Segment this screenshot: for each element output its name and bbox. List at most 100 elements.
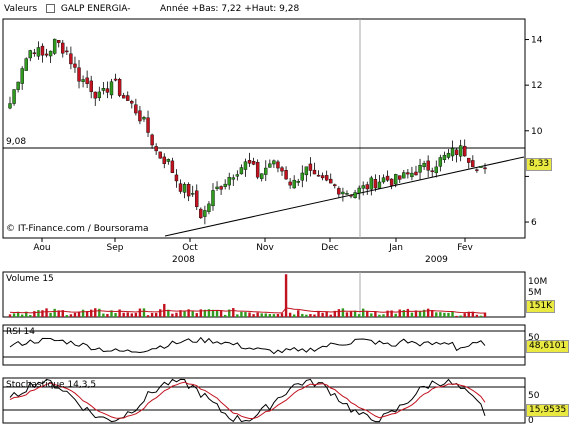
- volume-bar: [297, 310, 300, 317]
- candle-body: [36, 47, 41, 57]
- volume-bar: [321, 312, 324, 317]
- header-stats: Année +Bas: 7,22 +Haut: 9,28: [160, 4, 300, 14]
- volume-bar: [451, 311, 454, 317]
- candle-body: [227, 177, 231, 186]
- candle-body: [138, 110, 142, 122]
- rsi-panel-frame: [2, 324, 526, 366]
- candle-body: [142, 117, 146, 120]
- candle-body: [276, 161, 280, 169]
- volume-bar: [366, 311, 369, 317]
- candle-body: [44, 53, 49, 56]
- volume-bar: [114, 313, 117, 317]
- candle-body: [377, 181, 382, 189]
- volume-bar: [81, 309, 85, 317]
- volume-bar: [256, 312, 259, 317]
- volume-bar: [171, 313, 174, 317]
- candle-body: [463, 145, 467, 157]
- volume-bar: [154, 312, 158, 317]
- x-tick-label: Jan: [388, 243, 403, 253]
- volume-bar: [232, 308, 235, 317]
- candle-body: [40, 45, 45, 56]
- checkbox-icon[interactable]: [45, 4, 55, 13]
- candle-body: [349, 195, 353, 197]
- volume-bar: [248, 312, 251, 317]
- volume-bar: [236, 314, 239, 317]
- volume-bar: [422, 309, 426, 317]
- candle-body: [101, 88, 106, 91]
- x-ticks: Aou Sep Oct Nov Dec Jan Fev: [33, 238, 473, 253]
- volume-bar: [240, 311, 243, 317]
- volume-bar: [191, 311, 194, 317]
- candle-body: [57, 40, 61, 43]
- volume-bar: [268, 314, 272, 317]
- candle-body: [150, 134, 154, 146]
- candle-body: [52, 38, 57, 54]
- candle-body: [195, 190, 199, 207]
- candle-body: [430, 170, 434, 172]
- volume-bar: [345, 312, 349, 317]
- volume-bar: [443, 312, 446, 317]
- volume-bar: [333, 310, 336, 317]
- volume-bar: [53, 308, 56, 317]
- volume-bar: [37, 310, 40, 317]
- candle-body: [105, 88, 110, 93]
- volume-bar: [49, 313, 52, 317]
- volume-bar: [329, 314, 332, 317]
- candle-body: [341, 191, 345, 195]
- candle-body: [146, 117, 150, 133]
- volume-panel-frame: [2, 271, 526, 318]
- volume-bar: [349, 311, 353, 317]
- candle-body: [333, 184, 337, 187]
- candle-body: [389, 178, 394, 186]
- volume-bar: [276, 313, 280, 317]
- volume-bar: [89, 309, 93, 317]
- candle-body: [211, 190, 215, 207]
- volume-bar: [447, 312, 450, 317]
- x-tick-label: Aou: [33, 243, 50, 253]
- volume-bar: [459, 315, 462, 317]
- volume-bar: [341, 308, 345, 317]
- candle-body: [199, 208, 203, 219]
- candle-body: [353, 192, 357, 199]
- candle-body: [475, 169, 479, 171]
- candle-body: [113, 78, 118, 81]
- volume-bar: [61, 310, 64, 317]
- candle-body: [292, 179, 296, 189]
- candle-body: [158, 151, 162, 159]
- volume-bar: [435, 312, 438, 317]
- price-tick-label: 6: [531, 218, 537, 228]
- candle-body: [247, 160, 252, 164]
- candle-body: [450, 148, 455, 157]
- volume-bar: [475, 314, 479, 317]
- trend-line: [164, 156, 525, 237]
- volume-bar: [398, 309, 401, 317]
- candle-body: [166, 159, 171, 162]
- candle-body: [178, 183, 183, 192]
- x-tick-label: Oct: [182, 243, 198, 253]
- candle-body: [393, 174, 398, 185]
- candles-group: [8, 38, 487, 225]
- candle-body: [260, 173, 264, 179]
- price-panel-frame: [2, 18, 526, 239]
- volume-bar: [122, 312, 125, 317]
- candle-body: [406, 172, 410, 175]
- volume-bar: [25, 311, 28, 317]
- candle-body: [300, 172, 305, 181]
- volume-bar: [362, 308, 365, 317]
- volume-bar: [410, 312, 414, 317]
- volume-bar: [280, 313, 284, 317]
- candle-body: [97, 91, 102, 99]
- candle-body: [243, 161, 248, 170]
- volume-moving-average-line: [9, 307, 486, 314]
- volume-bar: [57, 310, 60, 317]
- candle-body: [329, 178, 333, 184]
- candle-body: [8, 103, 12, 109]
- volume-bar: [374, 311, 377, 317]
- volume-bar: [215, 310, 219, 317]
- volume-bar: [325, 311, 328, 317]
- volume-bar: [426, 308, 430, 317]
- candle-body: [471, 160, 475, 168]
- volume-bar: [260, 313, 263, 317]
- candle-body: [219, 186, 223, 190]
